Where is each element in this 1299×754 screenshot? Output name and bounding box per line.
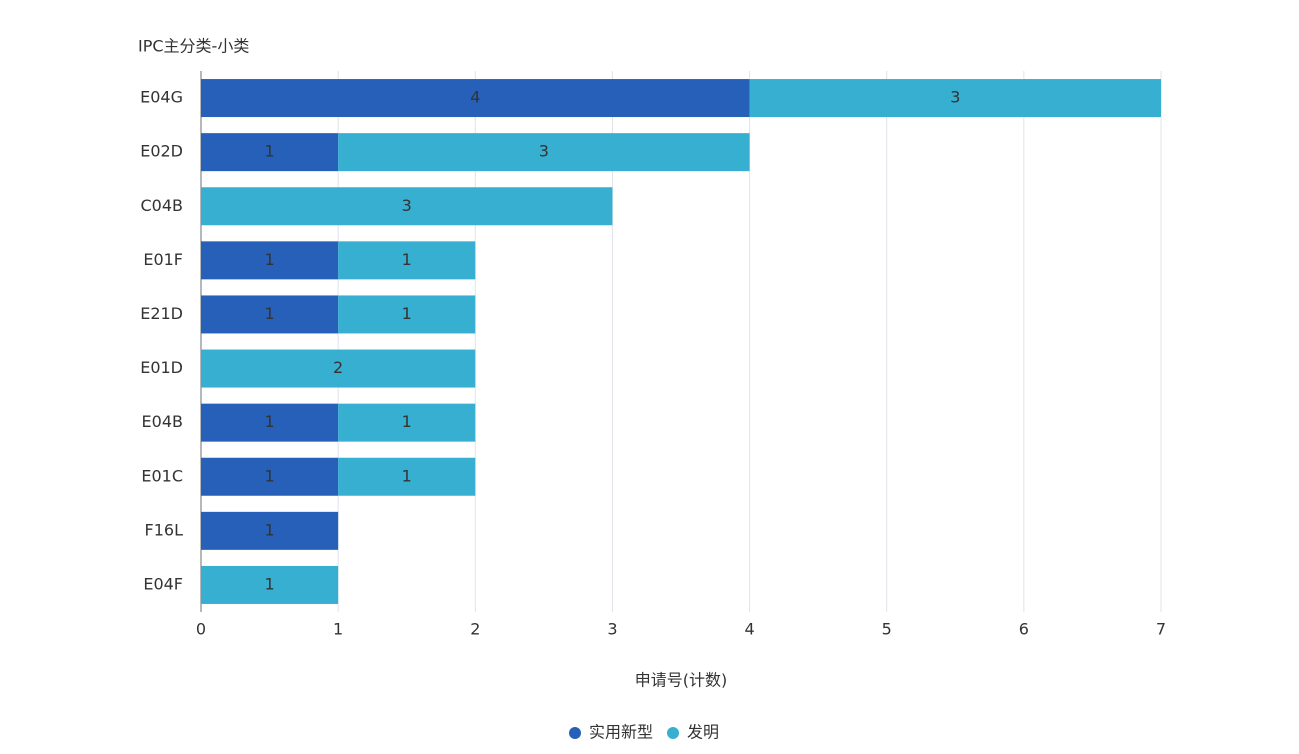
y-tick-label: F16L <box>145 520 184 539</box>
y-tick-label: E01C <box>141 466 183 485</box>
data-label: 1 <box>264 250 274 269</box>
data-label: 1 <box>264 142 274 161</box>
x-tick-label: 1 <box>333 620 343 639</box>
data-label: 3 <box>402 196 412 215</box>
x-tick-label: 2 <box>470 620 480 639</box>
y-tick-label: C04B <box>140 196 183 215</box>
y-tick-label: E21D <box>140 304 183 323</box>
x-axis-label: 申请号(计数) <box>635 671 728 690</box>
data-label: 1 <box>264 412 274 431</box>
legend-label: 实用新型 <box>589 723 653 742</box>
x-tick-label: 0 <box>196 620 206 639</box>
data-label: 1 <box>264 574 274 593</box>
legend-marker <box>667 727 679 739</box>
y-tick-label: E04G <box>140 88 183 107</box>
x-tick-label: 6 <box>1019 620 1029 639</box>
data-label: 1 <box>402 466 412 485</box>
data-label: 3 <box>539 142 549 161</box>
data-label: 1 <box>402 250 412 269</box>
y-tick-label: E01D <box>140 358 183 377</box>
data-label: 3 <box>950 88 960 107</box>
data-label: 4 <box>470 88 480 107</box>
y-tick-label: E02D <box>140 142 183 161</box>
x-tick-label: 3 <box>607 620 617 639</box>
data-label: 2 <box>333 358 343 377</box>
data-label: 1 <box>264 304 274 323</box>
legend-label: 发明 <box>687 723 719 742</box>
y-axis-label: IPC主分类-小类 <box>138 37 249 56</box>
data-label: 1 <box>402 304 412 323</box>
y-tick-label: E04B <box>142 412 183 431</box>
x-tick-label: 5 <box>882 620 892 639</box>
y-tick-label: E01F <box>143 250 183 269</box>
legend-marker <box>569 727 581 739</box>
x-tick-label: 4 <box>744 620 754 639</box>
data-label: 1 <box>402 412 412 431</box>
data-label: 1 <box>264 466 274 485</box>
x-tick-label: 7 <box>1156 620 1166 639</box>
y-tick-label: E04F <box>143 574 183 593</box>
data-label: 1 <box>264 520 274 539</box>
